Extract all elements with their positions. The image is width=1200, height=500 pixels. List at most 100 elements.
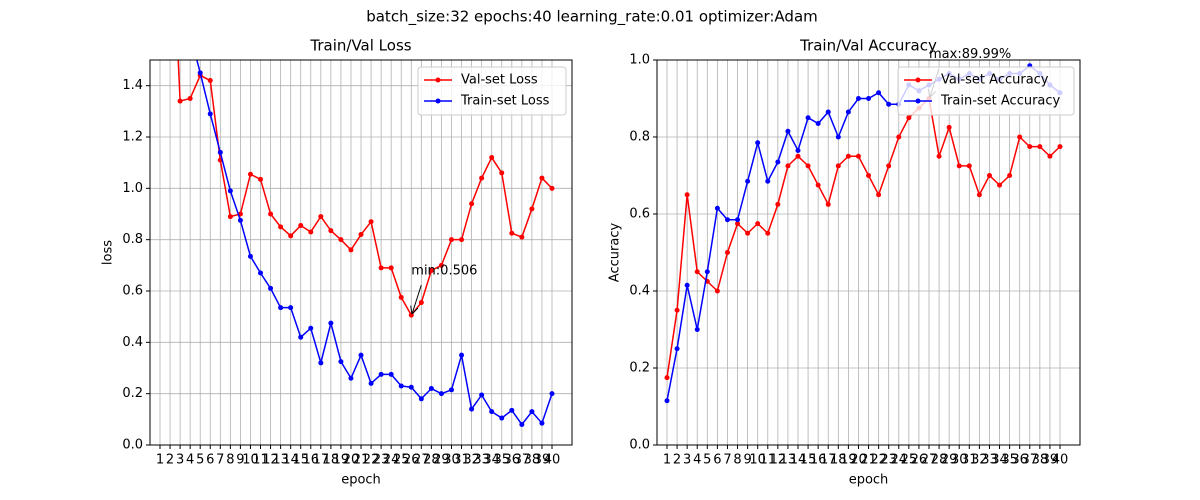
y-tick-label: 0.6 [122,284,143,299]
point [529,409,535,415]
point [268,211,274,217]
point [785,128,791,134]
point [378,371,384,377]
x-tick-label: 24 [383,453,400,468]
point [479,175,485,181]
point [178,6,183,11]
x-tick-label: 12 [262,453,279,468]
point [704,269,710,275]
point [258,270,264,276]
point [745,230,751,236]
x-tick-label: 13 [780,453,797,468]
point [288,233,294,239]
point [694,269,700,275]
point [509,230,515,236]
series-line [666,96,1061,378]
x-tick-label: 12 [770,453,787,468]
x-tick-label: 31 [453,453,470,468]
x-tick-label: 39 [1042,453,1059,468]
point [459,237,465,243]
x-tick-label: 34 [991,453,1008,468]
point [509,407,515,413]
point [1017,134,1023,140]
series-line [196,60,553,426]
x-tick-label: 34 [483,453,500,468]
x-tick-label: 20 [850,453,867,468]
annotation-arrow [412,284,422,313]
x-tick-label: 7 [723,453,731,468]
x-tick-label: 26 [403,453,420,468]
point [755,221,761,227]
point [795,153,801,159]
x-tick-label: 31 [961,453,978,468]
x-tick-label: 32 [463,453,480,468]
point [549,391,555,397]
x-tick-label: 15 [292,453,309,468]
point [479,392,485,398]
series-line [666,64,1061,401]
x-tick-label: 20 [343,453,360,468]
point [298,223,304,229]
point [805,163,811,169]
x-tick-label: 33 [981,453,998,468]
x-tick-label: 16 [810,453,827,468]
point [469,406,475,412]
legend-label: Train-set Accuracy [940,94,1061,109]
x-tick-label: 39 [534,453,551,468]
x-tick-label: 27 [921,453,938,468]
chart-title: Train/Val Loss [309,37,411,55]
x-tick-label: 5 [703,453,711,468]
x-tick-label: 35 [493,453,510,468]
point [866,96,872,101]
point [956,163,962,169]
x-tick-label: 13 [272,453,289,468]
point [876,192,882,198]
point [418,300,424,306]
legend-label: Val-set Accuracy [941,73,1049,88]
legend-marker [435,98,441,104]
point [358,232,364,238]
x-tick-label: 25 [901,453,918,468]
x-tick-label: 22 [363,453,380,468]
x-tick-label: 40 [544,453,561,468]
point [724,250,730,255]
point [268,285,274,291]
point [217,149,223,155]
x-tick-label: 9 [743,453,751,468]
y-tick-label: 1.2 [122,130,143,145]
y-tick-label: 0.8 [122,232,143,247]
point [684,192,690,198]
point [448,237,454,243]
y-tick-label: 1.0 [629,53,650,68]
x-tick-label: 36 [504,453,521,468]
chart-title: Train/Val Accuracy [799,37,937,55]
point [714,288,720,294]
x-tick-label: 14 [790,453,807,468]
point [227,188,233,194]
point [388,265,394,271]
point [845,109,851,115]
x-tick-label: 10 [749,453,766,468]
y-tick-label: 0.0 [629,438,650,453]
x-tick-label: 32 [971,453,988,468]
point [735,221,741,227]
x-tick-label: 38 [524,453,541,468]
point [1037,144,1043,150]
y-tick-label: 0.6 [629,207,650,222]
point [1027,144,1033,150]
x-tick-label: 17 [820,453,837,468]
point [684,282,690,288]
point [489,155,495,161]
y-tick-label: 0.4 [122,335,143,350]
point [815,121,821,127]
point [825,109,831,115]
x-tick-label: 17 [313,453,330,468]
x-tick-label: 30 [951,453,968,468]
legend-box [417,66,567,116]
point [348,247,354,253]
point [408,384,414,390]
x-tick-label: 2 [673,453,681,468]
x-tick-label: 29 [941,453,958,468]
point [188,32,193,37]
x-tick-label: 8 [733,453,741,468]
